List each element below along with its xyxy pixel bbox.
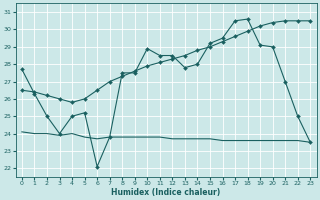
X-axis label: Humidex (Indice chaleur): Humidex (Indice chaleur) (111, 188, 221, 197)
